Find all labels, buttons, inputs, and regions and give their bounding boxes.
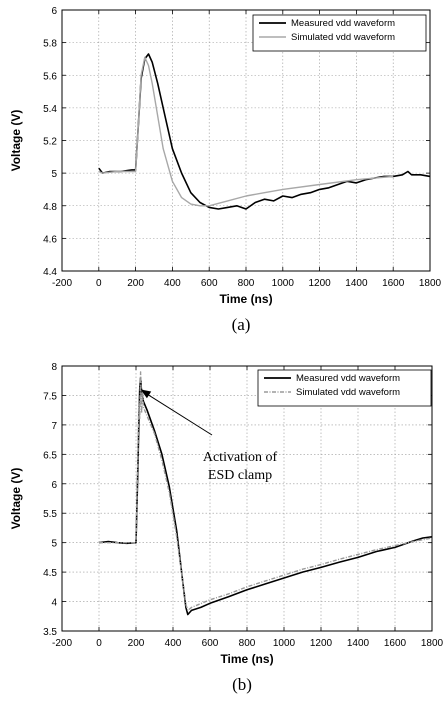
y-tick-label: 5	[51, 539, 57, 550]
legend-label: Simulated vdd waveform	[296, 387, 400, 398]
figure-caption: (a)	[232, 315, 251, 334]
y-tick-label: 6	[51, 480, 57, 491]
x-tick-label: 400	[164, 278, 181, 289]
annotation-text: ESD clamp	[208, 468, 272, 483]
figure-caption: (b)	[232, 675, 252, 694]
y-tick-label: 5.6	[43, 71, 57, 82]
legend-label: Measured vdd waveform	[296, 373, 400, 384]
y-tick-label: 7	[51, 421, 57, 432]
y-axis-title: Voltage (V)	[9, 468, 23, 530]
x-tick-label: 0	[96, 278, 102, 289]
y-tick-label: 4.6	[43, 234, 57, 245]
y-tick-label: 5.8	[43, 39, 57, 50]
y-tick-label: 7.5	[43, 391, 57, 402]
y-tick-label: 5	[51, 169, 57, 180]
x-tick-label: 600	[201, 278, 218, 289]
series-line-simulated	[98, 56, 394, 207]
legend-label: Measured vdd waveform	[291, 18, 395, 29]
x-tick-label: -200	[52, 278, 72, 289]
x-tick-label: 1000	[273, 638, 296, 649]
chart-panel-b: -200 0 200 400 600 800 1000 1200 1400 1600 1800 3.5…	[9, 362, 444, 694]
x-tick-label: 1800	[419, 278, 442, 289]
x-tick-label: 1400	[345, 278, 368, 289]
x-tick-label: 1200	[310, 638, 333, 649]
y-tick-label: 5.5	[43, 509, 57, 520]
series-line-simulated	[99, 371, 433, 612]
y-tick-label: 4	[51, 598, 57, 609]
legend-box	[252, 14, 427, 52]
y-tick-label: 4.4	[43, 267, 57, 278]
legend: Measured vdd waveform Simulated vdd wavef…	[257, 369, 432, 407]
x-tick-label: 1600	[384, 638, 407, 649]
x-tick-label: 200	[128, 638, 145, 649]
x-tick-label: 1800	[421, 638, 444, 649]
legend-box	[257, 369, 432, 407]
y-tick-label: 4.5	[43, 568, 57, 579]
x-tick-label: 400	[165, 638, 182, 649]
x-tick-label: 0	[96, 638, 102, 649]
x-tick-label: 600	[202, 638, 219, 649]
x-tick-label: 800	[238, 278, 255, 289]
x-tick-label: 800	[239, 638, 256, 649]
x-tick-label: 1000	[272, 278, 295, 289]
x-tick-label: 1600	[382, 278, 405, 289]
legend: Measured vdd waveform Simulated vdd wavef…	[252, 14, 427, 52]
x-axis-title: Time (ns)	[220, 652, 273, 666]
y-tick-label: 3.5	[43, 627, 57, 638]
y-axis-title: Voltage (V)	[9, 110, 23, 172]
x-tick-label: -200	[52, 638, 72, 649]
x-tick-label: 200	[127, 278, 144, 289]
y-tick-label: 5.2	[43, 137, 57, 148]
annotation: Activation of ESD clamp	[140, 389, 278, 483]
annotation-arrow-head	[140, 389, 152, 399]
annotation-text: Activation of	[203, 450, 278, 465]
chart-panel-a: -200 0 200 400 600 800 1000 1200 1400 1600 1800 4.4…	[9, 6, 442, 334]
y-tick-label: 4.8	[43, 202, 57, 213]
y-tick-label: 6	[51, 6, 57, 17]
plot-frame	[61, 365, 433, 632]
y-tick-label: 6.5	[43, 450, 57, 461]
plot-frame	[61, 9, 431, 272]
y-tick-label: 5.4	[43, 104, 57, 115]
legend-label: Simulated vdd waveform	[291, 32, 395, 43]
x-tick-label: 1200	[308, 278, 331, 289]
x-axis-title: Time (ns)	[219, 292, 272, 306]
x-tick-label: 1400	[347, 638, 370, 649]
annotation-arrow-line	[144, 392, 213, 436]
y-tick-label: 8	[51, 362, 57, 373]
